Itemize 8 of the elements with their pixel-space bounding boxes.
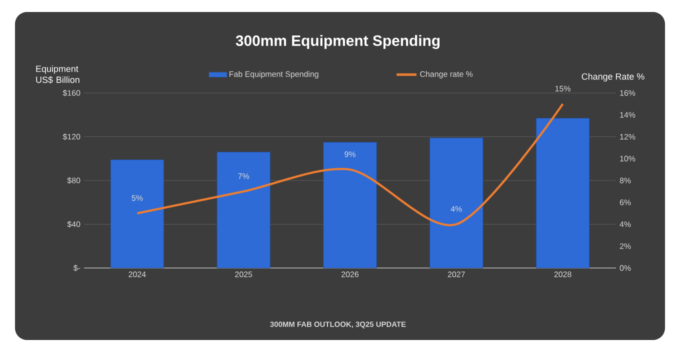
bar <box>216 152 270 268</box>
bar <box>110 160 164 268</box>
bar <box>323 142 377 268</box>
bar <box>430 138 484 268</box>
y2-axis-title: Change Rate % <box>582 73 644 82</box>
bar <box>536 118 590 268</box>
y-axis-title: Equipment US$ Billion <box>36 65 80 84</box>
chart-title: 300mm Equipment Spending <box>236 35 440 49</box>
